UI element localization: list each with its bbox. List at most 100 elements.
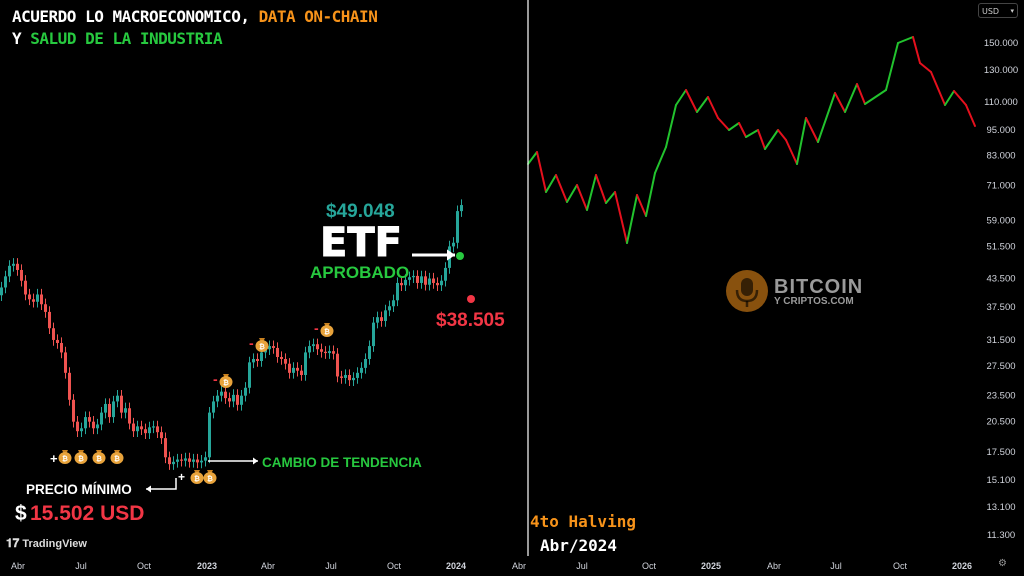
- plus-sign: +: [50, 451, 58, 466]
- candle-body: [56, 339, 59, 343]
- candle-body: [248, 362, 251, 388]
- candle-body: [400, 282, 403, 286]
- candle-body: [336, 353, 339, 377]
- projection-segment: [728, 122, 740, 131]
- projection-segment: [817, 92, 836, 143]
- low-marker-dot: [467, 295, 475, 303]
- candle-body: [368, 346, 371, 359]
- money-bag-icon: ₿: [320, 323, 334, 337]
- money-bag-icon: ₿: [219, 374, 233, 388]
- projection-segment: [536, 151, 547, 193]
- money-bag-icon: ₿: [74, 450, 88, 464]
- chevron-down-icon: ▾: [1010, 7, 1014, 15]
- candle-body: [364, 358, 367, 368]
- bitcoin-icon: ₿: [78, 455, 84, 463]
- projection-segment: [764, 129, 779, 150]
- candle-body: [192, 459, 195, 462]
- candle-body: [8, 265, 11, 277]
- arrow-head: [253, 457, 258, 465]
- candle-body: [44, 304, 47, 312]
- y-tick-label: 27.500: [986, 361, 1015, 372]
- candle-body: [328, 351, 331, 354]
- arrow-head: [447, 249, 455, 261]
- watermark-line1: BITCOIN: [774, 276, 864, 298]
- tradingview-logo[interactable]: 𝟏𝟕 TradingView: [6, 536, 87, 551]
- candle-body: [164, 438, 167, 458]
- y-tick-label: 95.000: [986, 125, 1015, 136]
- candle-body: [348, 374, 351, 381]
- candle-body: [196, 459, 199, 463]
- candle-body: [376, 317, 379, 323]
- minus-sign: -: [213, 371, 218, 387]
- x-tick-label: 2025: [701, 561, 721, 571]
- watermark-line2: Y CRIPTOS.COM: [774, 296, 854, 307]
- candle-body: [396, 282, 399, 301]
- x-tick-label: Jul: [830, 561, 842, 571]
- y-tick-label: 15.100: [986, 475, 1015, 486]
- candle-body: [128, 408, 131, 424]
- candle-body: [352, 377, 355, 381]
- projection-segment: [785, 139, 798, 165]
- candle-body: [84, 417, 87, 429]
- etf-marker-dot: [456, 252, 464, 260]
- candle-body: [72, 399, 75, 422]
- projection-segment: [626, 194, 638, 244]
- x-tick-label: Abr: [11, 561, 25, 571]
- candle-body: [184, 458, 187, 461]
- candle-body: [176, 459, 179, 462]
- candle-body: [276, 347, 279, 357]
- halving-label: 4to Halving: [530, 512, 636, 531]
- candle-body: [80, 428, 83, 432]
- tradingview-logo-icon: 𝟏𝟕: [6, 536, 20, 550]
- candle-body: [316, 344, 319, 350]
- candle-body: [140, 426, 143, 430]
- low-price-label: $38.505: [436, 310, 505, 331]
- candle-body: [360, 367, 363, 373]
- projection-series: [527, 36, 976, 244]
- settings-icon[interactable]: ⚙: [998, 558, 1007, 569]
- candle-body: [392, 300, 395, 307]
- candle-body: [40, 294, 43, 305]
- projection-segment: [586, 174, 597, 211]
- candle-body: [160, 432, 163, 439]
- projection-segment: [605, 191, 616, 204]
- min-price-label: PRECIO MÍNIMO: [26, 482, 132, 497]
- projection-segment: [595, 174, 607, 204]
- bitcoin-icon: ₿: [324, 328, 330, 336]
- candle-body: [116, 395, 119, 402]
- candle-body: [272, 346, 275, 348]
- candle-body: [104, 403, 107, 413]
- candle-body: [388, 306, 391, 311]
- candle-body: [200, 460, 203, 463]
- bitcoin-icon: ₿: [207, 475, 213, 483]
- candle-body: [232, 394, 235, 402]
- y-tick-label: 130.000: [984, 65, 1018, 76]
- candle-body: [36, 294, 39, 302]
- candle-body: [112, 401, 115, 418]
- title-line1-white: ACUERDO LO MACROECONOMICO,: [12, 7, 250, 26]
- candle-body: [444, 267, 447, 281]
- y-tick-label: 51.500: [986, 241, 1015, 252]
- candle-body: [372, 322, 375, 347]
- projection-segment: [864, 89, 887, 105]
- y-tick-label: 17.500: [986, 447, 1015, 458]
- candle-body: [132, 423, 135, 432]
- money-bag-icon: ₿: [92, 450, 106, 464]
- bitcoin-icon: ₿: [259, 343, 265, 351]
- candle-body: [280, 356, 283, 359]
- y-tick-label: 59.000: [986, 216, 1015, 227]
- candle-body: [428, 278, 431, 285]
- candle-body: [312, 344, 315, 347]
- candle-body: [296, 367, 299, 371]
- projection-segment: [566, 184, 578, 203]
- projection-segment: [696, 96, 709, 113]
- projection-segment: [717, 117, 730, 131]
- minus-sign: -: [249, 335, 254, 351]
- projection-segment: [930, 71, 946, 106]
- currency-select[interactable]: USD ▾: [978, 3, 1018, 18]
- y-tick-label: 110.000: [984, 97, 1018, 108]
- microphone-glyph-icon: [735, 278, 759, 307]
- candle-body: [452, 242, 455, 247]
